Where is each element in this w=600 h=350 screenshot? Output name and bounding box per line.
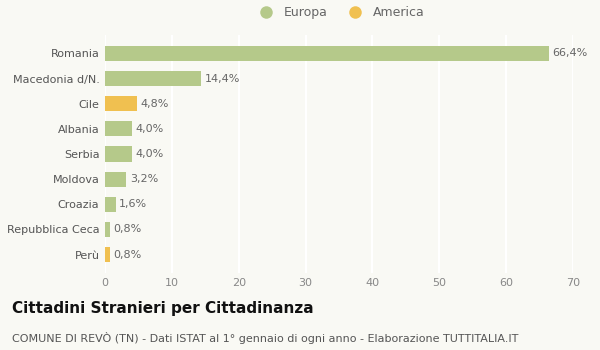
Bar (105, 172, 127, 187)
Bar (105, 46, 549, 61)
Text: 14,4%: 14,4% (205, 74, 240, 84)
Text: 4,8%: 4,8% (140, 99, 169, 109)
Bar (105, 121, 132, 136)
Text: 3,2%: 3,2% (130, 174, 158, 184)
Bar (105, 146, 132, 162)
Text: 66,4%: 66,4% (552, 48, 587, 58)
Text: 0,8%: 0,8% (113, 250, 142, 260)
Bar (105, 96, 137, 111)
Text: 4,0%: 4,0% (135, 124, 163, 134)
Text: 0,8%: 0,8% (113, 224, 142, 234)
Text: COMUNE DI REVÒ (TN) - Dati ISTAT al 1° gennaio di ogni anno - Elaborazione TUTTI: COMUNE DI REVÒ (TN) - Dati ISTAT al 1° g… (12, 332, 518, 344)
Bar (105, 71, 201, 86)
Legend: Europa, America: Europa, America (248, 1, 430, 24)
Text: 1,6%: 1,6% (119, 199, 147, 209)
Text: Cittadini Stranieri per Cittadinanza: Cittadini Stranieri per Cittadinanza (12, 301, 314, 316)
Text: 4,0%: 4,0% (135, 149, 163, 159)
Bar (105, 197, 116, 212)
Bar (105, 222, 110, 237)
Bar (105, 247, 110, 262)
